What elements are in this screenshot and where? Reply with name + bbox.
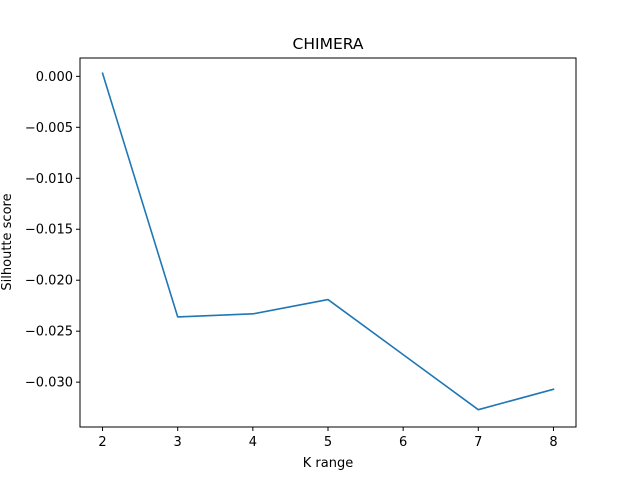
y-axis-label: Silhoutte score (0, 193, 15, 290)
series-line-0 (101, 72, 555, 411)
chart-title: CHIMERA (293, 35, 364, 53)
x-tick-label: 2 (98, 435, 106, 450)
y-axis-ticks: 0.000 −0.005 −0.010 −0.015 −0.020 −0.025 −0.03… (25, 70, 80, 391)
x-axis-ticks: 2 3 4 5 6 7 8 (98, 427, 558, 450)
y-tick-label: −0.005 (25, 121, 73, 136)
y-tick-label: −0.015 (25, 223, 73, 238)
x-tick-label: 7 (474, 435, 482, 450)
x-tick-label: 3 (174, 435, 182, 450)
y-tick-label: 0.000 (36, 70, 73, 85)
x-tick-label: 8 (549, 435, 557, 450)
y-tick-label: −0.020 (25, 274, 73, 289)
y-tick-label: −0.025 (25, 325, 73, 340)
y-tick-label: −0.010 (25, 172, 73, 187)
x-tick-label: 4 (249, 435, 257, 450)
x-axis-label: K range (303, 456, 353, 471)
x-tick-label: 5 (324, 435, 332, 450)
x-tick-label: 6 (399, 435, 407, 450)
y-tick-label: −0.030 (25, 376, 73, 391)
